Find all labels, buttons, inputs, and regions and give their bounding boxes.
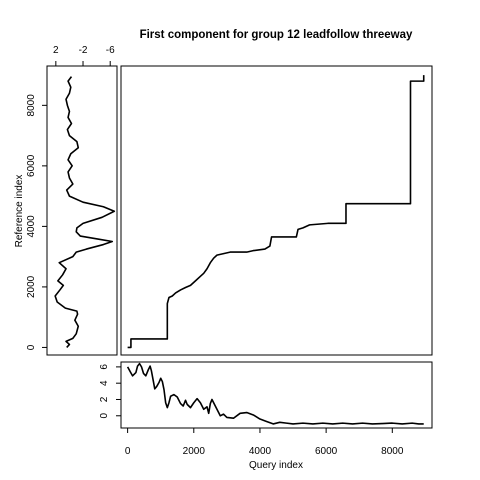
curve-layer xyxy=(54,75,425,425)
alignment-path xyxy=(127,75,425,349)
reference-y-tick-label: 4000 xyxy=(26,215,37,238)
reference-top-tick-label: -6 xyxy=(106,45,115,56)
reference-top-tick-label: 2 xyxy=(53,45,59,56)
x-axis-label: Query index xyxy=(249,460,303,471)
x-tick-label: 8000 xyxy=(381,446,404,457)
query-series-line xyxy=(126,362,424,425)
chart-title: First component for group 12 leadfollow … xyxy=(140,29,413,41)
query-y-tick-label: 2 xyxy=(99,396,110,402)
reference-y-tick-label: 0 xyxy=(26,344,37,350)
reference-series-panel xyxy=(46,65,118,356)
x-tick-label: 4000 xyxy=(249,446,272,457)
query-y-tick-label: 4 xyxy=(99,380,110,386)
y-axis-label: Reference index xyxy=(14,175,25,248)
main-alignment-panel xyxy=(120,65,433,356)
x-tick-label: 2000 xyxy=(183,446,206,457)
reference-top-tick-label: -2 xyxy=(79,45,88,56)
query-series-panel xyxy=(120,361,433,429)
reference-y-tick-label: 6000 xyxy=(26,154,37,177)
reference-y-tick-label: 2000 xyxy=(26,275,37,298)
reference-series-line xyxy=(54,76,116,348)
x-tick-label: 6000 xyxy=(315,446,338,457)
query-y-tick-label: 0 xyxy=(99,413,110,419)
x-tick-label: 0 xyxy=(125,446,131,457)
reference-y-tick-label: 8000 xyxy=(26,94,37,117)
tick-layer: 0 2000 4000 6000 8000 0 2 4 6 0 2000 4000 6000 8000 2 -… xyxy=(26,45,404,457)
query-y-tick-label: 6 xyxy=(99,364,110,370)
